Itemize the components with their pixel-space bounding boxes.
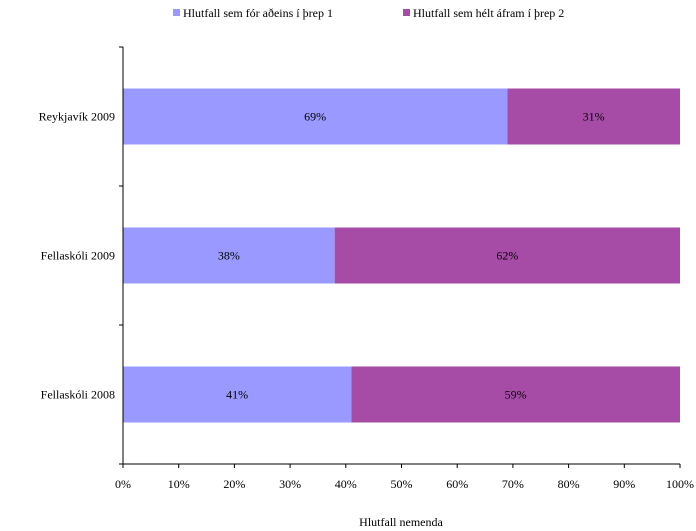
x-tick-label: 100%	[666, 477, 694, 491]
x-tick-label: 80%	[558, 477, 580, 491]
legend-label-series2: Hlutfall sem hélt áfram í þrep 2	[413, 6, 564, 20]
legend-swatch-series2	[403, 9, 410, 16]
x-tick-label: 30%	[279, 477, 301, 491]
data-label-series2-row3: 59%	[505, 388, 527, 402]
legend-label-series1: Hlutfall sem fór aðeins í þrep 1	[183, 6, 333, 20]
data-label-series1-row1: 69%	[304, 110, 326, 124]
data-label-series2-row1: 31%	[583, 110, 605, 124]
x-tick-label: 10%	[168, 477, 190, 491]
bar-series2-row1	[507, 88, 680, 145]
x-tick-label: 40%	[335, 477, 357, 491]
bar-series1-row1	[123, 88, 508, 145]
data-label-series1-row3: 41%	[226, 388, 248, 402]
data-label-series2-row2: 62%	[496, 249, 518, 263]
legend-swatch-series1	[173, 9, 180, 16]
legend: Hlutfall sem fór aðeins í þrep 1 Hlutfall…	[173, 6, 564, 20]
x-tick-label: 60%	[446, 477, 468, 491]
category-label: Fellaskóli 2009	[41, 249, 115, 263]
bars: 69% 31% 38% 62% 41% 59%	[123, 88, 680, 423]
bar-series2-row2	[334, 227, 680, 284]
x-tick-label: 90%	[613, 477, 635, 491]
category-label: Reykjavík 2009	[39, 110, 115, 124]
x-tick-label: 20%	[223, 477, 245, 491]
data-label-series1-row2: 38%	[218, 249, 240, 263]
bar-series2-row3	[351, 366, 680, 423]
x-tick-label: 50%	[391, 477, 413, 491]
x-axis-title: Hlutfall nemenda	[359, 515, 443, 529]
x-tick-label: 0%	[115, 477, 131, 491]
axes: Reykjavík 2009 Fellaskóli 2009 Fellaskóli …	[39, 46, 694, 491]
x-tick-label: 70%	[502, 477, 524, 491]
category-label: Fellaskóli 2008	[41, 388, 115, 402]
bar-series1-row3	[123, 366, 352, 423]
bar-series1-row2	[123, 227, 335, 284]
